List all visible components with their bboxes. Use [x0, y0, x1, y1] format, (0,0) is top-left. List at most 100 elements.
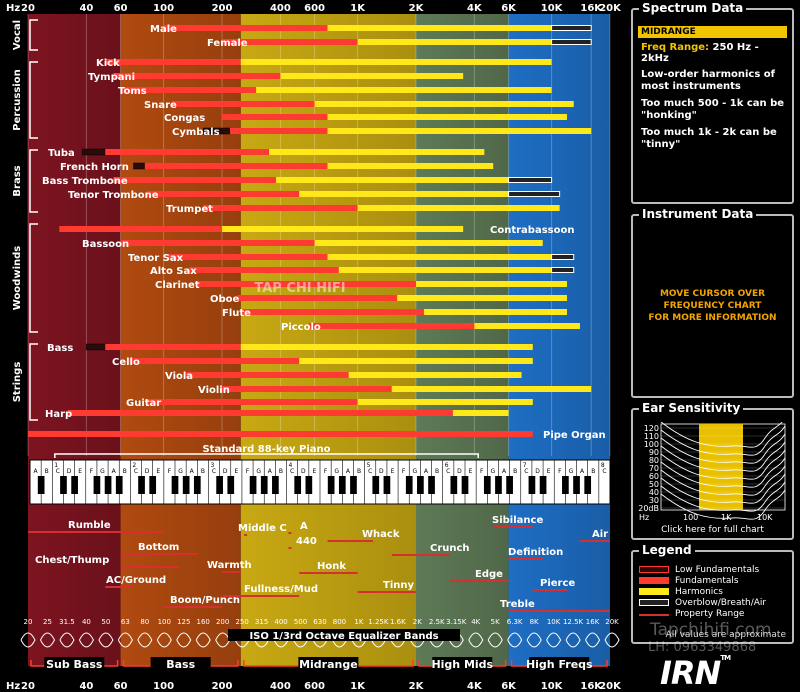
eq-band-shape — [78, 632, 94, 648]
black-key — [305, 476, 313, 494]
ear-freq-tick: 10K — [757, 513, 773, 522]
eq-band-label: 200 — [216, 618, 229, 626]
key-letter: D — [145, 468, 150, 475]
x-tick-label-bottom: 16K — [580, 681, 603, 692]
eq-band-label: 1K — [354, 618, 363, 626]
black-key — [149, 476, 157, 494]
key-letter: C — [602, 468, 606, 475]
low-fundamental-bar — [81, 148, 106, 156]
instrument-label: Tuba — [48, 148, 75, 159]
black-key — [171, 476, 179, 494]
eq-band-shape — [565, 632, 581, 648]
property-range-bar — [288, 532, 292, 534]
freq-range-key: Freq Range: — [641, 42, 710, 53]
octave-number: 8 — [601, 462, 605, 469]
instrument-label: Piccolo — [281, 322, 321, 333]
key-letter: E — [469, 468, 473, 475]
fundamental-bar — [163, 25, 328, 31]
ear-db-tick: 80 — [649, 456, 659, 465]
harmonic-bar — [452, 410, 509, 416]
descriptor-label: Pierce — [540, 578, 575, 589]
descriptor-label: Tinny — [383, 580, 414, 591]
x-tick-label-top: 400 — [270, 3, 291, 14]
octave-number: 2 — [132, 462, 136, 469]
overblow-bar — [551, 25, 592, 31]
instrument-label: Tenor Trombone — [68, 190, 159, 201]
ear-sensitivity-panel[interactable]: Ear Sensitivity 120 110 100 90 80 70 60 50 40 30 2… — [631, 401, 794, 540]
region-label: High Mids — [431, 658, 493, 671]
group-bracket — [29, 149, 38, 213]
full-chart-link[interactable]: Click here for full chart — [661, 525, 764, 535]
fundamental-bar — [230, 128, 328, 134]
key-letter: C — [56, 468, 60, 475]
key-letter: G — [491, 468, 496, 475]
key-letter: E — [391, 468, 395, 475]
harmonic-bar — [357, 205, 560, 211]
property-range-bar — [244, 534, 248, 536]
black-key — [193, 476, 201, 494]
black-key — [138, 476, 145, 494]
instrument-label: Trumpet — [166, 204, 213, 215]
x-tick-label-bottom: 600 — [304, 681, 325, 692]
key-letter: F — [402, 468, 406, 475]
instrument-label: Cymbals — [172, 127, 220, 138]
eq-band-label: 2K — [413, 618, 422, 626]
descriptor-label: Sibilance — [492, 515, 543, 526]
region-label: High Freqs — [526, 658, 593, 671]
property-range-bar — [299, 572, 358, 574]
key-letter: B — [123, 468, 127, 475]
black-key — [227, 476, 235, 494]
instrument-label: Viola — [165, 371, 193, 382]
equal-loudness-curve — [660, 422, 783, 448]
eq-band-label: 12.5K — [563, 618, 584, 626]
fundamental-bar — [219, 386, 392, 392]
hz-label-bottom: Hz — [6, 681, 20, 692]
eq-band-label: 20 — [24, 618, 33, 626]
eq-band-label: 10K — [547, 618, 561, 626]
ear-db-tick: 100 — [644, 440, 659, 449]
legend-label: Overblow/Breath/Air — [675, 598, 767, 608]
legend-swatch-icon — [639, 588, 669, 595]
frequency-chart[interactable]: HzHz202040406060100100200200400400600600… — [0, 0, 628, 692]
instrument-label: Congas — [164, 113, 205, 124]
overblow-bar — [551, 254, 575, 260]
equal-loudness-curve — [660, 457, 786, 488]
fundamental-bar — [167, 254, 328, 260]
eq-band-label: 31.5 — [59, 618, 75, 626]
harmonic-bar — [357, 39, 552, 45]
equal-loudness-curve — [660, 425, 786, 456]
harmonic-bar — [327, 25, 552, 31]
eq-band-label: 125 — [177, 618, 190, 626]
key-letter: A — [580, 468, 585, 475]
fundamental-bar — [105, 344, 241, 350]
eq-bands-title: ISO 1/3rd Octave Equalizer Bands — [249, 631, 438, 642]
ear-sensitivity-title: Ear Sensitivity — [639, 401, 744, 415]
key-letter: G — [100, 468, 105, 475]
descriptor-label: Definition — [508, 547, 563, 558]
descriptor-label: Chest/Thump — [35, 555, 109, 566]
eq-band-shape — [487, 632, 503, 648]
eq-band-shape — [156, 632, 172, 648]
ear-db-tick: 40 — [649, 488, 659, 497]
descriptor-label: A — [300, 521, 308, 532]
key-letter: C — [368, 468, 372, 475]
property-range-bar — [450, 580, 509, 582]
descriptor-label: Warmth — [207, 560, 252, 571]
region-label-bg — [298, 657, 359, 670]
harmonic-bar — [474, 323, 580, 329]
ear-db-tick: 60 — [649, 472, 659, 481]
spectrum-data-panel: Spectrum Data MIDRANGE Freq Range: 250 H… — [631, 1, 794, 204]
x-tick-label-bottom: 4K — [467, 681, 483, 692]
approximate-note: All values are approximate — [665, 630, 786, 640]
ear-db-tick: 110 — [644, 432, 659, 441]
freq-range-value: 250 Hz - 2kHz — [641, 42, 759, 64]
key-letter: B — [357, 468, 361, 475]
ear-db-tick: 50 — [649, 480, 659, 489]
instrument-label: Bassoon — [82, 239, 129, 250]
black-key — [562, 476, 569, 494]
instrument-label: Contrabassoon — [490, 225, 574, 236]
irn-logo: IRNTM — [660, 654, 731, 692]
descriptor-label: AC/Ground — [106, 575, 166, 586]
legend-label: Low Fundamentals — [675, 565, 760, 575]
